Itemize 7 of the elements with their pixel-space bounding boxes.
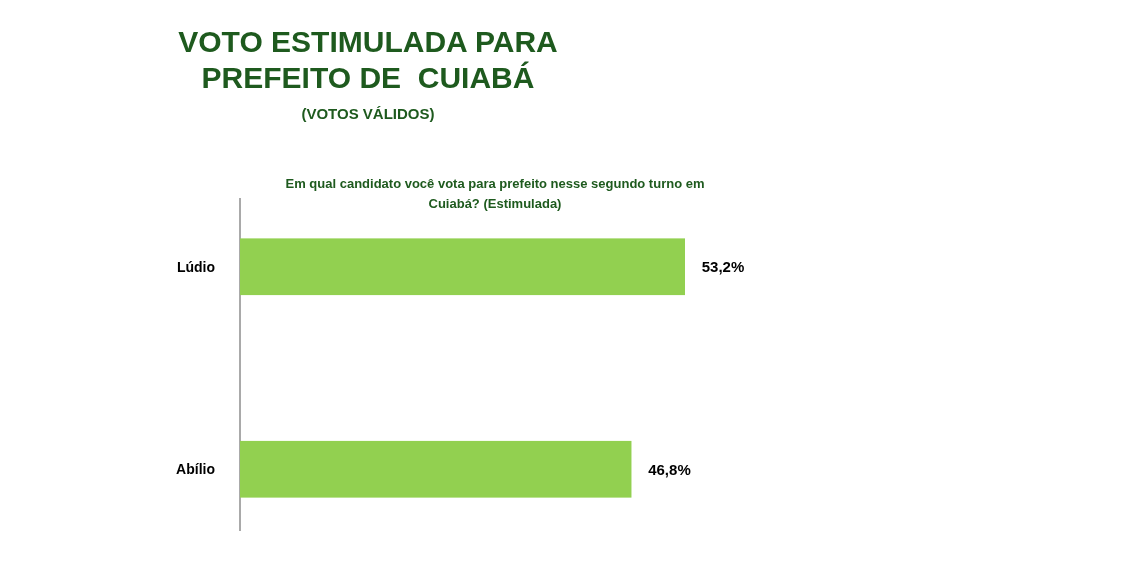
y-tick-label: Lúdio bbox=[176, 258, 215, 275]
y-tick-label: Abílio bbox=[176, 461, 215, 478]
annotation: Em qual candidato você vota para prefeito nesse segundo turno em Cuiabá? (Estimulada) bbox=[285, 176, 705, 211]
chart-subtitle: (VOTOS VÁLIDOS) bbox=[301, 105, 435, 122]
chart-title: VOTO ESTIMULADA PARA PREFEITO DE CUIABÁ bbox=[178, 25, 558, 94]
data-label: 46,8% bbox=[648, 460, 691, 478]
data-label: 53,2% bbox=[701, 257, 745, 275]
